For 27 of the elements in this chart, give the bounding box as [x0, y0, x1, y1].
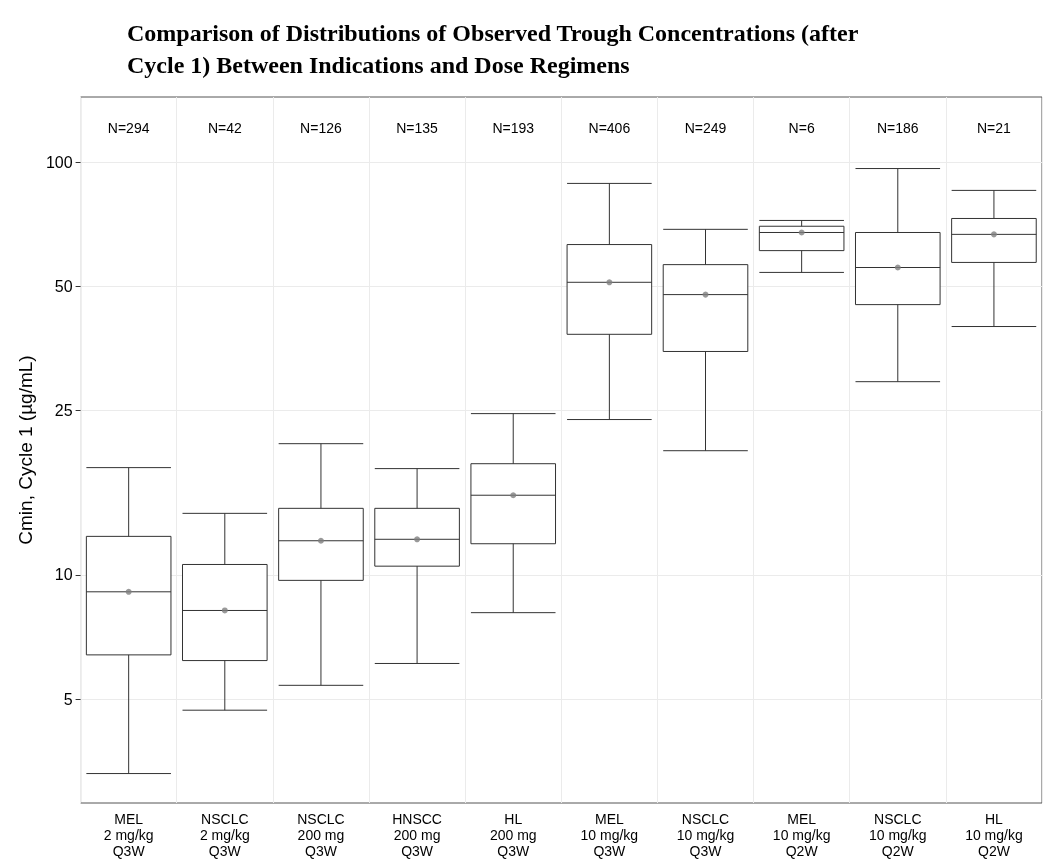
- y-tick-label: 5: [63, 690, 73, 708]
- annotation: N=42: [207, 120, 242, 136]
- annotation: N=135: [396, 120, 439, 136]
- y-tick-label: 50: [54, 278, 73, 296]
- annotation: N=186: [876, 120, 919, 136]
- x-tick-label: MEL 10 mg/kg Q2W: [772, 811, 831, 859]
- x-tick-label: NSCLC 10 mg/kg Q2W: [868, 811, 927, 859]
- annotation: N=193: [492, 120, 535, 136]
- x-tick-label: HNSCC 200 mg Q3W: [392, 811, 442, 859]
- y-tick-label: 100: [45, 153, 73, 171]
- x-tick-label: HL 200 mg Q3W: [489, 811, 537, 859]
- y-tick-label: 25: [54, 402, 73, 420]
- annotation: N=21: [977, 120, 1012, 136]
- x-tick-label: MEL 2 mg/kg Q3W: [103, 811, 154, 859]
- annotation: N=406: [588, 120, 631, 136]
- annotation: N=126: [300, 120, 342, 136]
- annotation: N=6: [788, 120, 815, 136]
- x-tick-label: NSCLC 200 mg Q3W: [297, 811, 345, 859]
- x-tick-label: NSCLC 10 mg/kg Q3W: [676, 811, 735, 859]
- y-tick-label: 10: [54, 566, 73, 584]
- x-tick-label: NSCLC 2 mg/kg Q3W: [199, 811, 250, 859]
- annotation: N=249: [684, 120, 727, 136]
- chart-title: Comparison of Distributions of Observed Trough Concentrations (after Cycle 1) Between Indications and Dose Regimens: [127, 20, 859, 78]
- y-axis-title: Cmin, Cycle 1 (µg/mL): [15, 355, 36, 545]
- x-tick-label: MEL 10 mg/kg Q3W: [580, 811, 639, 859]
- x-tick-label: HL 10 mg/kg Q2W: [965, 811, 1023, 859]
- annotation: N=294: [107, 120, 150, 136]
